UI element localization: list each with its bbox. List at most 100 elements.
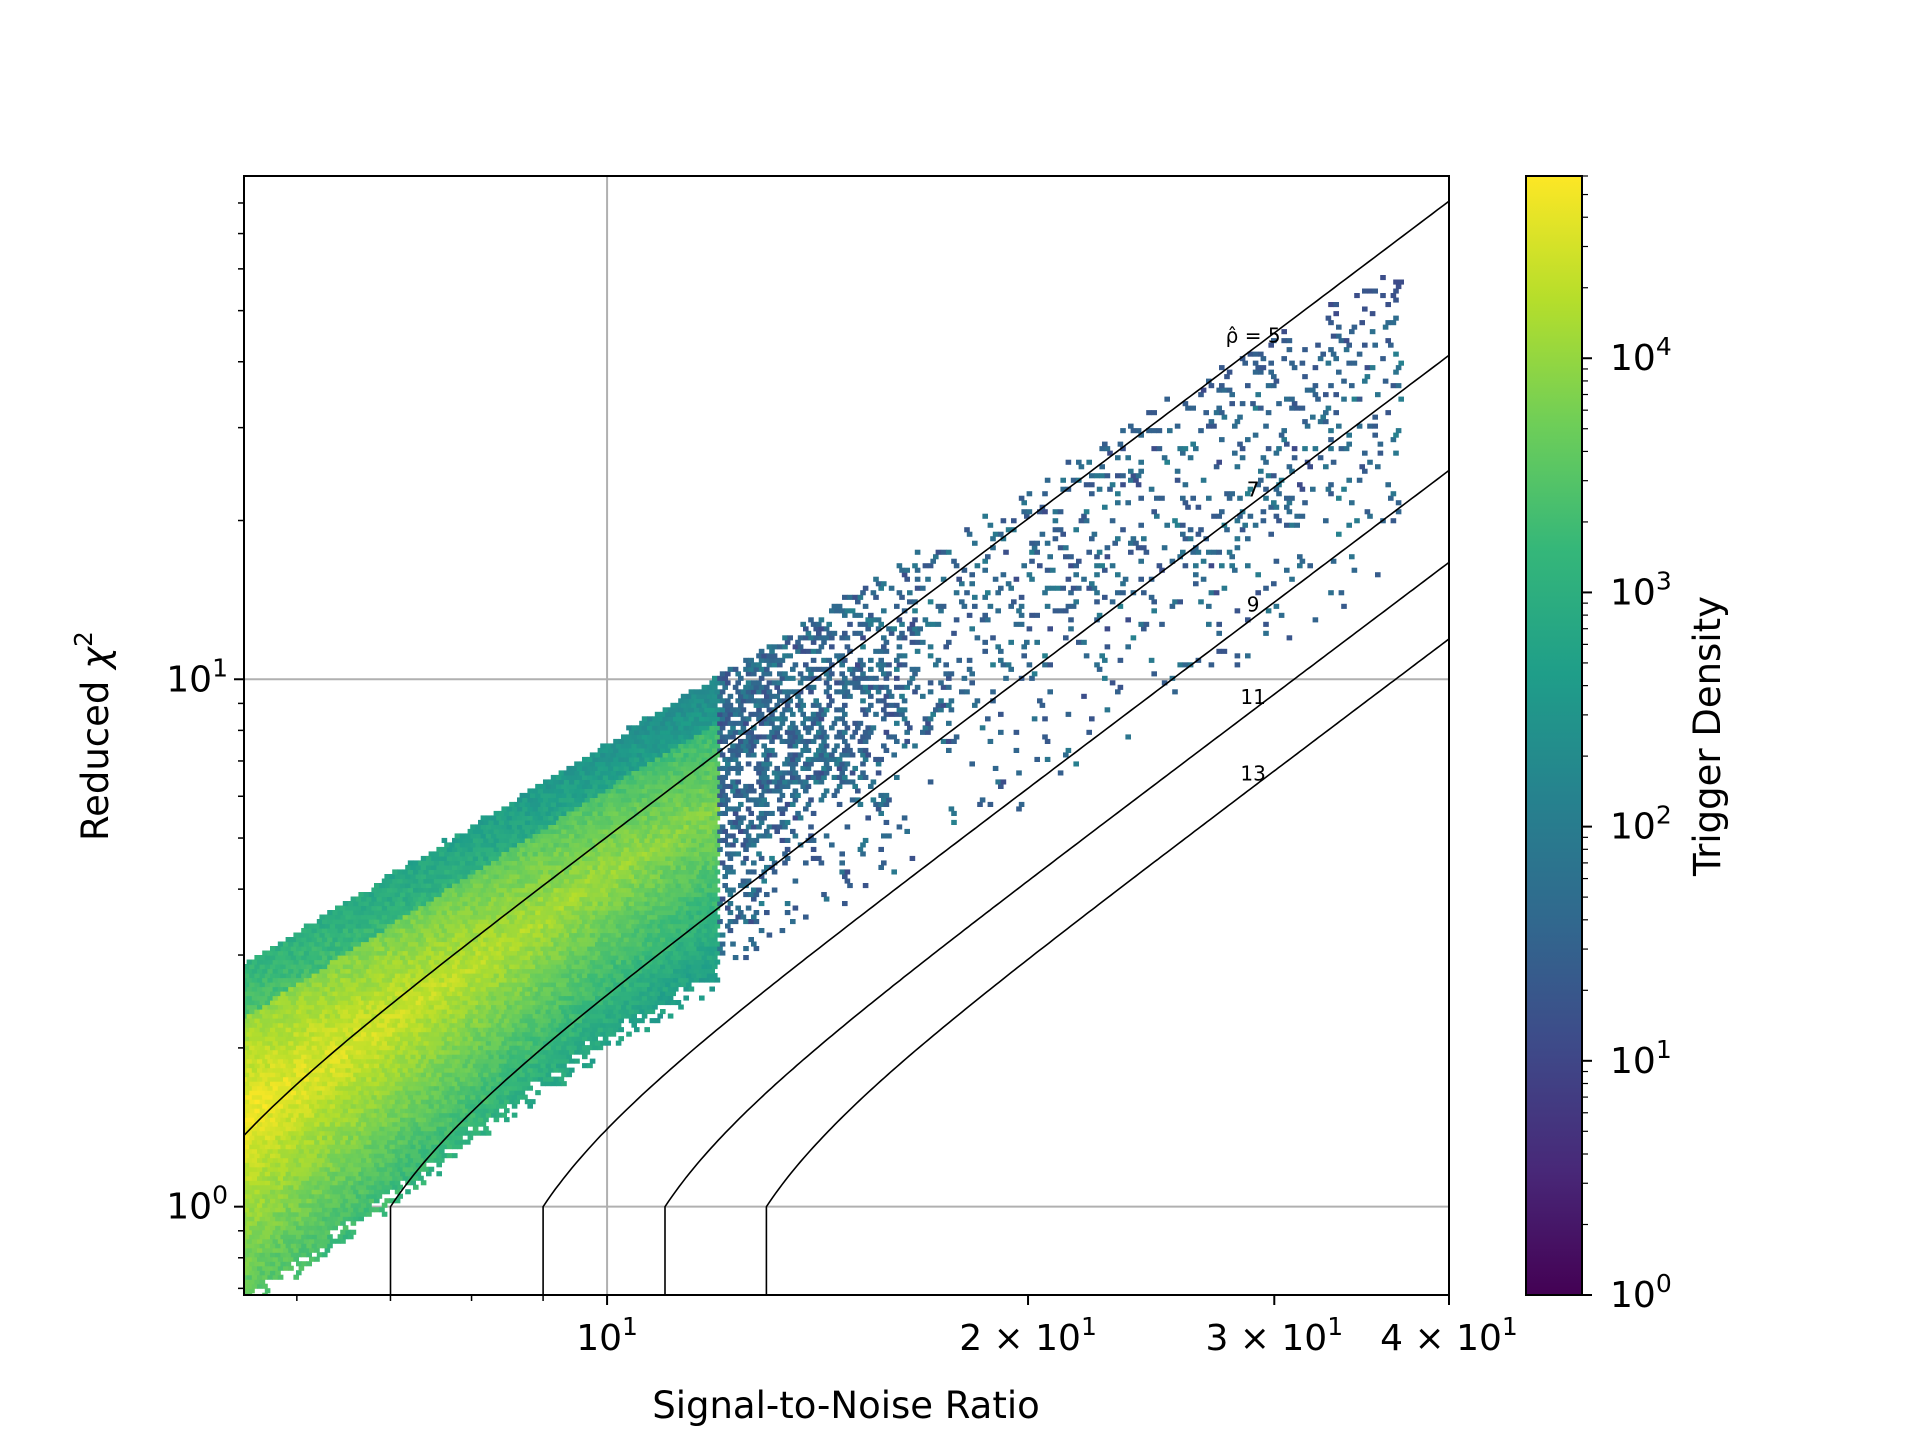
hexbin-cell: [290, 973, 297, 979]
hexbin-cell: [626, 995, 632, 1001]
hexbin-cell: [696, 964, 702, 970]
hexbin-cell: [587, 1063, 593, 1069]
hexbin-cell: [309, 1238, 315, 1244]
hexbin-cell: [374, 910, 380, 916]
hexbin-cell: [350, 950, 357, 956]
hexbin-cell: [436, 973, 442, 979]
hexbin-cell: [254, 1018, 260, 1024]
hexbin-cell: [506, 1058, 513, 1064]
hexbin-cell: [561, 973, 567, 979]
hexbin-cell: [444, 986, 450, 992]
hexbin-cell: [488, 883, 494, 889]
hexbin-cell: [366, 1004, 372, 1010]
hexbin-cell: [267, 977, 273, 983]
hexbin-cell: [358, 1135, 364, 1141]
hexbin-cell: [496, 887, 502, 893]
hexbin-cell: [387, 1049, 393, 1055]
hexbin-cell: [335, 1058, 341, 1064]
hexbin-cell: [413, 959, 419, 965]
hexbin-cell: [392, 941, 398, 947]
hexbin-cell: [535, 1054, 541, 1060]
hexbin-cell: [316, 1171, 323, 1177]
hexbin-cell: [569, 1058, 575, 1064]
hexbin-cell: [350, 941, 357, 947]
hexbin-cell: [652, 1004, 658, 1010]
hexbin-cell: [244, 1243, 250, 1249]
hexbin-cell: [701, 919, 708, 925]
hexbin-cell: [298, 1067, 305, 1073]
hexbin-cell: [639, 910, 645, 916]
hexbin-cell: [309, 923, 315, 929]
hexbin-cell: [595, 923, 601, 929]
hexbin-cell: [524, 910, 531, 916]
hexbin-cell: [532, 1067, 539, 1073]
hexbin-cell: [285, 964, 292, 970]
hexbin-cell: [420, 1009, 427, 1015]
hexbin-cell: [660, 1000, 666, 1006]
hexbin-cell: [527, 1031, 533, 1037]
hexbin-cell: [436, 937, 442, 943]
hexbin-cell: [316, 1036, 323, 1042]
hexbin-cell: [727, 919, 734, 925]
hexbin-cell: [254, 1198, 260, 1204]
hexbin-cell: [394, 1180, 401, 1186]
hexbin-cell: [272, 1211, 279, 1217]
hexbin-cell: [452, 1036, 458, 1042]
hexbin-cell: [535, 1045, 541, 1051]
hexbin-cell: [415, 1063, 422, 1069]
hexbin-cell: [556, 973, 562, 979]
hexbin-cell: [259, 1279, 266, 1285]
hexbin-cell: [283, 1067, 289, 1073]
hexbin-cell: [600, 1004, 606, 1010]
hexbin-cell: [340, 1139, 346, 1145]
hexbin-cell: [394, 1099, 401, 1105]
hexbin-cell: [371, 1112, 377, 1118]
hexbin-cell: [436, 1162, 442, 1168]
hexbin-cell: [423, 1067, 429, 1073]
hexbin-cell: [267, 995, 273, 1001]
hexbin-cell: [548, 1040, 554, 1046]
hexbin-cell: [683, 950, 689, 956]
hexbin-cell: [280, 1198, 286, 1204]
hexbin-cell: [309, 1085, 315, 1091]
hexbin-cell: [582, 1018, 588, 1024]
hexbin-cell: [431, 1027, 437, 1033]
hexbin-cell: [478, 919, 484, 925]
hexbin-cell: [605, 977, 611, 983]
hexbin-cell: [571, 928, 578, 934]
hexbin-cell: [600, 887, 606, 893]
hexbin-cell: [618, 892, 624, 898]
hexbin-cell: [678, 914, 684, 920]
hexbin-cell: [285, 1009, 292, 1015]
hexbin-cell: [345, 1157, 351, 1163]
hexbin-cell: [280, 1162, 286, 1168]
hexbin-cell: [426, 1054, 432, 1060]
hexbin-cell: [311, 1036, 318, 1042]
hexbin-cell: [462, 1072, 468, 1078]
hexbin-cell: [371, 1040, 377, 1046]
hexbin-cell: [618, 928, 624, 934]
hexbin-cell: [514, 1009, 520, 1015]
hexbin-cell: [407, 968, 414, 974]
hexbin-cell: [392, 1157, 398, 1163]
hexbin-cell: [413, 1094, 419, 1100]
hexbin-cell: [470, 1121, 476, 1127]
hexbin-cell: [270, 1225, 276, 1231]
hexbin-cell: [290, 1099, 297, 1105]
hexbin-cell: [556, 1009, 562, 1015]
hexbin-cell: [280, 1180, 286, 1186]
hexbin-cell: [311, 1099, 318, 1105]
hexbin-cell: [615, 896, 622, 902]
hexbin-cell: [277, 1247, 284, 1253]
hexbin-cell: [324, 1211, 331, 1217]
hexbin-cell: [748, 892, 754, 898]
hexbin-cell: [459, 941, 466, 947]
hexbin-cell: [397, 878, 403, 884]
hexbin-cell: [413, 1085, 419, 1091]
hexbin-cell: [244, 1067, 247, 1073]
hexbin-cell: [537, 1040, 544, 1046]
hexbin-cell: [665, 883, 671, 889]
hexbin-cell: [405, 955, 411, 961]
hexbin-cell: [389, 883, 396, 889]
hexbin-cell: [366, 932, 372, 938]
